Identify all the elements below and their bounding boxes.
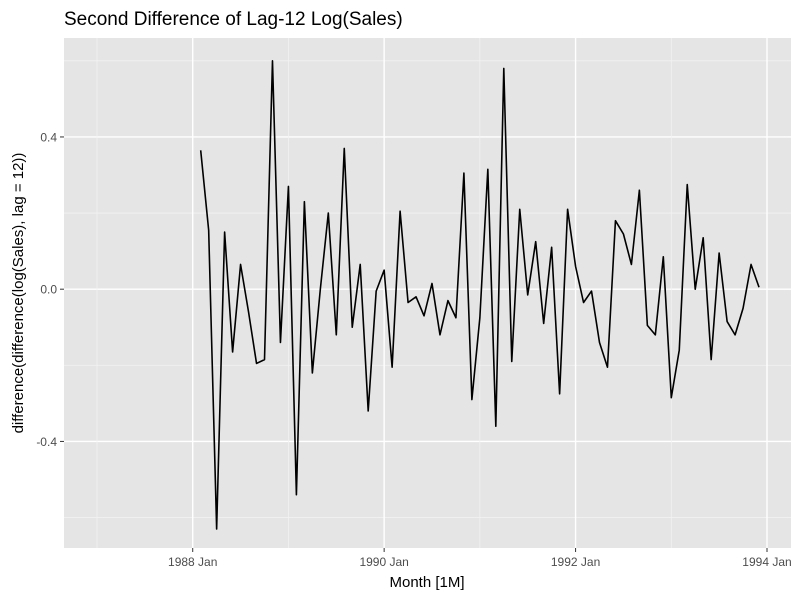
x-axis: 1988 Jan 1990 Jan 1992 Jan 1994 Jan — [168, 548, 792, 569]
x-axis-title: Month [1M] — [389, 574, 464, 591]
chart-title: Second Difference of Lag-12 Log(Sales) — [64, 9, 403, 30]
x-tick-label: 1992 Jan — [551, 555, 600, 569]
x-tick-label: 1988 Jan — [168, 555, 217, 569]
grid-layer — [64, 38, 791, 548]
y-axis-title: difference(difference(log(Sales), lag = … — [10, 153, 27, 434]
x-tick-label: 1994 Jan — [742, 555, 791, 569]
y-axis: -0.4 0.0 0.4 — [36, 130, 64, 449]
y-tick-label: 0.4 — [40, 130, 57, 144]
y-tick-label: -0.4 — [36, 435, 57, 449]
plot-panel — [64, 38, 791, 548]
series-line — [199, 60, 760, 530]
x-tick-label: 1990 Jan — [359, 555, 408, 569]
y-tick-label: 0.0 — [40, 283, 57, 297]
